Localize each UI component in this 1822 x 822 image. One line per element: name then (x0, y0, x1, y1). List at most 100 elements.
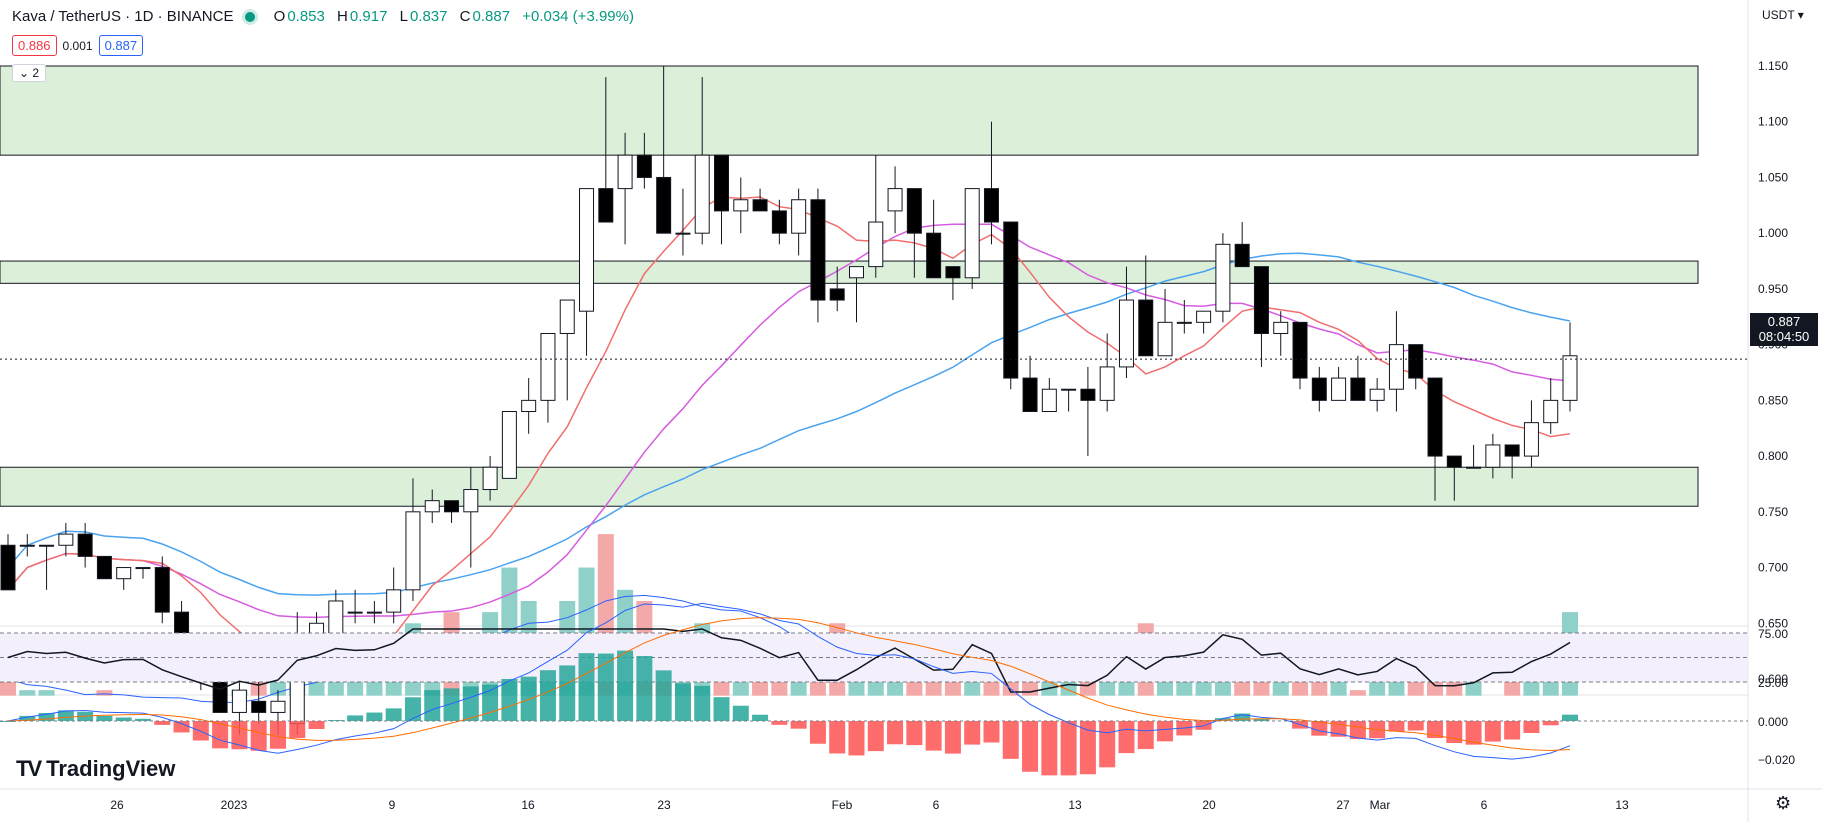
candle-body (1022, 377, 1038, 413)
candle-body (0, 544, 16, 591)
volume-bar (1330, 679, 1347, 696)
macd-histogram-bar (964, 721, 981, 745)
candle-body (1138, 299, 1154, 357)
macd-histogram-bar (1079, 721, 1096, 775)
candle-body (964, 188, 980, 279)
bid-price-button[interactable]: 0.886 (12, 35, 57, 56)
candle-body (347, 611, 363, 614)
price-zone-rect (0, 466, 1699, 507)
candle-body (733, 199, 749, 212)
candle-body (1504, 444, 1520, 457)
tradingview-logo[interactable]: TV TradingView (16, 756, 175, 782)
price-zone-rect (0, 65, 1699, 156)
macd-histogram-bar (790, 721, 807, 729)
brand-name: TradingView (46, 756, 176, 781)
macd-histogram-bar (154, 721, 171, 725)
price-tick-label: 0.750 (1758, 505, 1788, 519)
candle-body (58, 533, 74, 546)
spread-value: 0.001 (62, 38, 93, 53)
candle-body (1466, 466, 1482, 469)
symbol-title[interactable]: Kava / TetherUS · 1D · BINANCE (12, 8, 234, 25)
macd-histogram-bar (443, 688, 460, 721)
candle-body (1369, 388, 1385, 401)
price-tick-label: 0.650 (1758, 616, 1788, 630)
ohlc-readout: O 0.853 H 0.917 L 0.837 C 0.887 +0.034 (+3.9… (269, 8, 642, 25)
macd-histogram-bar (539, 670, 556, 721)
collapse-indicators-button[interactable]: ⌄ 2 (12, 64, 47, 82)
macd-histogram-bar (906, 721, 923, 746)
ohlc-close-label: C (459, 8, 471, 25)
macd-histogram-bar (192, 721, 209, 741)
time-tick-label: 6 (933, 798, 940, 812)
ohlc-high-label: H (337, 8, 348, 25)
macd-histogram-bar (848, 721, 865, 756)
macd-histogram-bar (713, 697, 730, 721)
candle-body (231, 689, 247, 713)
time-tick-label: 13 (1068, 798, 1082, 812)
macd-histogram-bar (771, 721, 788, 725)
ohlc-low-value: 0.837 (409, 8, 448, 25)
candle-body (1523, 422, 1539, 457)
macd-axis-label: −0.020 (1758, 753, 1795, 767)
candle-body (251, 700, 267, 713)
candle-body (1388, 344, 1404, 390)
volume-bar (19, 690, 36, 696)
candle-body (1562, 355, 1578, 401)
candle-body (926, 232, 942, 279)
candle-body (501, 411, 517, 479)
settings-gear-icon[interactable]: ⚙ (1775, 793, 1792, 813)
candle-body (19, 544, 35, 547)
macd-histogram-bar (1427, 721, 1444, 739)
macd-histogram-bar (944, 721, 961, 754)
candle-body (116, 567, 132, 580)
ohlc-change: +0.034 (+3.99%) (522, 8, 634, 25)
rsi-line (7, 628, 1571, 693)
candle-body (212, 678, 228, 713)
macd-histogram-bar (1465, 721, 1482, 745)
macd-histogram-bar (867, 721, 884, 752)
ohlc-low-label: L (399, 8, 408, 25)
price-tick-label: 0.950 (1758, 282, 1788, 296)
price-tick-label: 1.100 (1758, 115, 1788, 129)
macd-histogram-bar (250, 721, 267, 751)
candle-body (424, 500, 440, 513)
price-tick-label: 0.700 (1758, 561, 1788, 575)
macd-histogram-bar (404, 697, 421, 721)
price-tick-label: 1.000 (1758, 226, 1788, 240)
candle-body (1427, 377, 1443, 457)
candle-body (868, 221, 884, 268)
candle-body (405, 511, 421, 591)
candle-body (1485, 444, 1501, 468)
candle-body (945, 266, 961, 279)
time-tick-label: 6 (1481, 798, 1488, 812)
macd-histogram-bar (1562, 714, 1578, 721)
time-tick-label: 9 (389, 798, 396, 812)
candle-body (366, 611, 382, 614)
candle-body (1292, 321, 1308, 379)
candle-body (1118, 299, 1134, 368)
macd-histogram-bar (231, 721, 248, 750)
currency-selector[interactable]: USDT ▾ (1762, 8, 1804, 22)
macd-histogram-bar (925, 721, 942, 751)
time-tick-label: 27 (1336, 798, 1350, 812)
macd-histogram-bar (19, 715, 36, 721)
volume-bar (96, 690, 113, 696)
candle-body (636, 154, 652, 178)
macd-histogram-bar (57, 710, 74, 721)
macd-histogram-bar (327, 720, 344, 721)
ma-purple-line (7, 223, 1571, 619)
candle-body (714, 154, 730, 212)
candle-body (540, 332, 556, 401)
ask-price-button[interactable]: 0.887 (98, 35, 144, 56)
macd-histogram-bar (578, 653, 595, 721)
candle-body (1446, 455, 1462, 468)
macd-histogram-bar (1041, 721, 1058, 776)
candle-body (1253, 266, 1269, 334)
candle-body (1273, 321, 1289, 334)
ohlc-high-value: 0.917 (349, 8, 388, 25)
candle-body (617, 154, 633, 190)
candle-body (1331, 377, 1347, 401)
rsi-axis-label: 25.00 (1758, 676, 1788, 690)
price-tick-label: 0.600 (1758, 672, 1788, 686)
